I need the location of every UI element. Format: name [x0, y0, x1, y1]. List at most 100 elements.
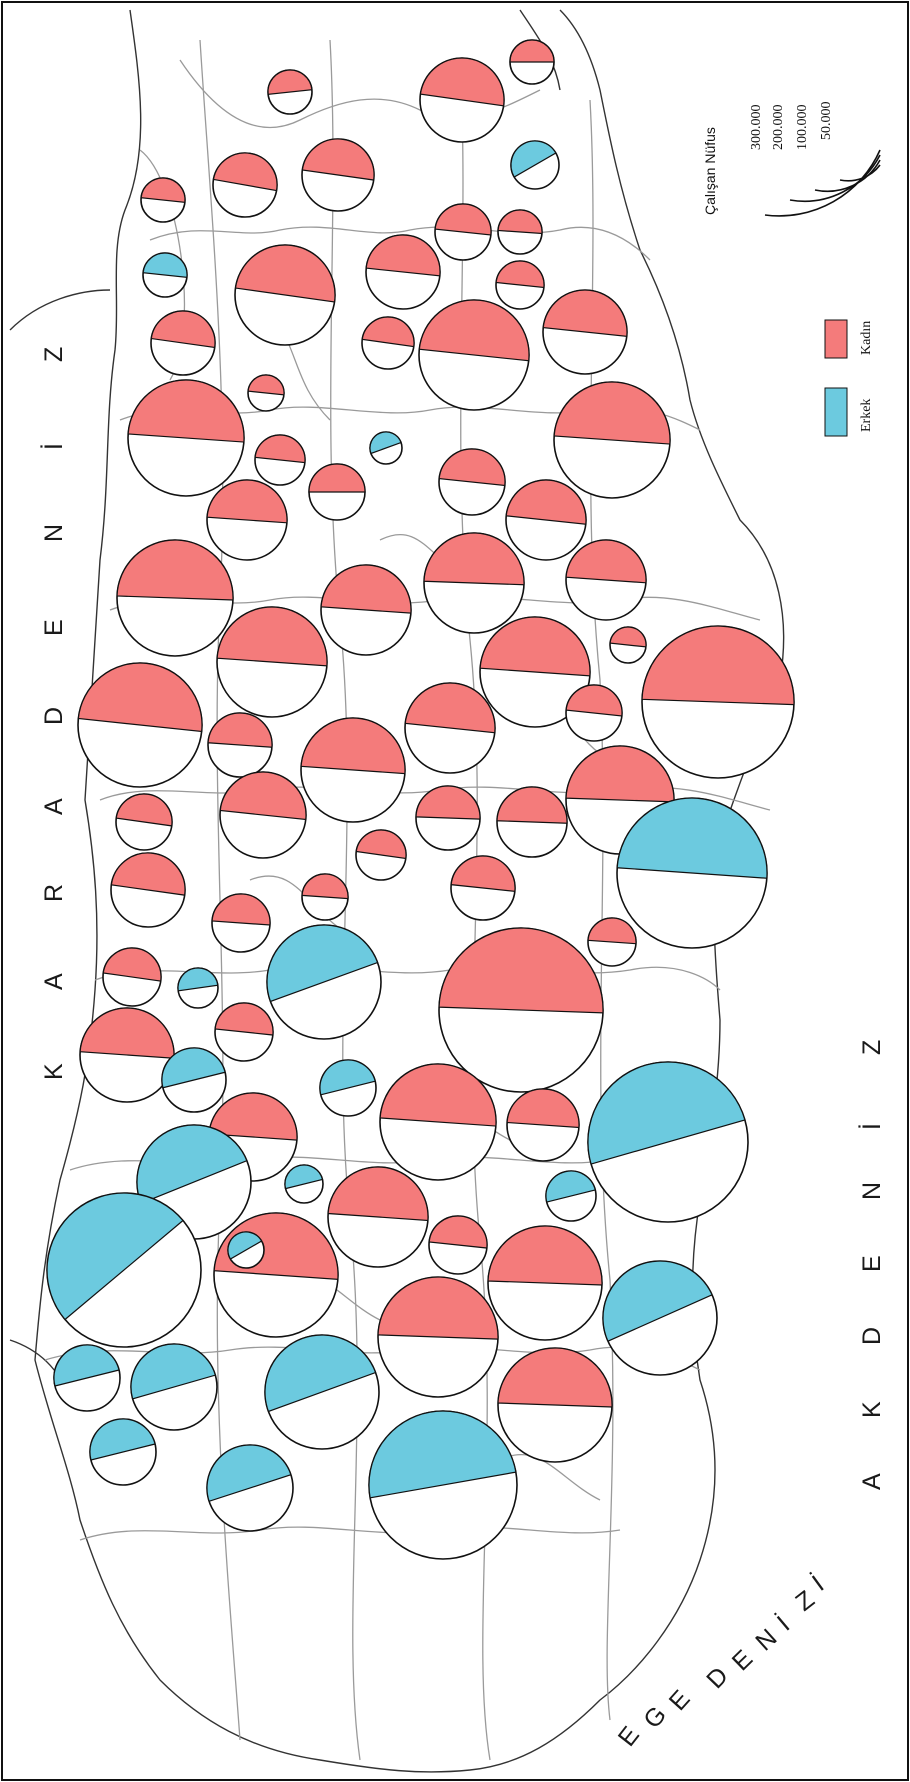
sea-letter: E [858, 1255, 886, 1272]
sea-letter: İ [39, 443, 68, 450]
category-legend: Kadın Erkek [824, 319, 874, 437]
province-pie-kadin-wedge [495, 260, 545, 289]
province-pie-kadin-wedge [208, 1092, 298, 1141]
legend-size-arc-200k [789, 154, 881, 203]
province-pie-kadin-wedge [140, 177, 186, 203]
province-pie-kadin-wedge [110, 852, 186, 896]
province-pie-kadin-wedge [116, 539, 234, 601]
sea-label-black-sea: Z İ N E D A R A K [39, 347, 68, 1080]
province-pie-kadin-wedge [438, 448, 506, 487]
sea-letter: N [40, 524, 68, 542]
legend-size-arc-300k [764, 149, 881, 217]
province-pie-erkek-wedge [206, 1444, 292, 1503]
province-pie-erkek-wedge [46, 1192, 184, 1321]
province-pie-kadin-wedge [419, 57, 505, 107]
province-pie-kadin-wedge [214, 1002, 274, 1036]
province-pie-kadin-wedge [415, 785, 481, 820]
sea-letter: E [40, 619, 68, 636]
province-pie-kadin-wedge [127, 379, 245, 443]
province-pie-kadin-wedge [509, 39, 555, 63]
province-pie-kadin-wedge [450, 855, 516, 893]
province-pie-kadin-wedge [115, 793, 173, 827]
province-pie-kadin-wedge [542, 289, 628, 338]
province-pie-kadin-wedge [327, 1166, 429, 1222]
province-pie-erkek-wedge [266, 924, 379, 1003]
province-pie-kadin-wedge [212, 152, 278, 192]
province-pie-kadin-wedge [102, 947, 162, 982]
province-pie-kadin-wedge [497, 209, 543, 235]
province-pie-kadin-wedge [254, 434, 306, 464]
province-pie-kadin-wedge [320, 564, 412, 614]
sea-label-mediterranean: Z İ N E D K A [857, 1040, 886, 1490]
size-legend: Çalışan Nüfus 300.000 200.000 100.000 50… [702, 102, 881, 217]
sea-letter: A [40, 973, 68, 990]
province-pie-erkek-wedge [89, 1418, 156, 1461]
legend-swatch-kadin [824, 319, 848, 359]
province-pie-erkek-wedge [130, 1343, 217, 1400]
province-pie-kadin-wedge [609, 626, 647, 648]
province-pie-kadin-wedge [553, 381, 671, 445]
province-pie-kadin-wedge [505, 479, 587, 525]
province-pies [46, 39, 795, 1560]
legend-size-label: 50.000 [819, 102, 834, 141]
province-pie-kadin-wedge [361, 316, 415, 348]
sea-letter: K [40, 1063, 68, 1080]
legend-label-kadin: Kadın [859, 321, 874, 355]
province-pie-kadin-wedge [506, 1088, 580, 1129]
legend-title: Çalışan Nüfus [702, 127, 718, 215]
province-pie-kadin-wedge [438, 927, 604, 1014]
province-pie-kadin-wedge [211, 893, 271, 926]
province-pie-erkek-wedge [368, 1410, 517, 1499]
province-pie-erkek-wedge [227, 1231, 263, 1260]
legend-size-arc-50k [839, 164, 881, 182]
province-pie-kadin-wedge [77, 662, 203, 733]
legend-size-label: 300.000 [749, 105, 764, 151]
sea-letter: D [858, 1327, 886, 1345]
legend-label-erkek: Erkek [859, 399, 874, 432]
province-pie-kadin-wedge [219, 771, 307, 821]
province-pie-kadin-wedge [355, 829, 407, 860]
legend-swatch-erkek [824, 387, 848, 437]
sea-letter: Z [858, 1040, 886, 1055]
province-pie-kadin-wedge [247, 374, 285, 396]
province-pie-erkek-wedge [142, 252, 188, 278]
province-pie-erkek-wedge [602, 1260, 713, 1342]
province-pie-kadin-wedge [308, 463, 366, 493]
province-pie-kadin-wedge [234, 244, 336, 303]
province-pie-kadin-wedge [207, 712, 273, 748]
sea-letter: R [40, 884, 68, 902]
province-pie-erkek-wedge [369, 431, 402, 455]
sea-letter: İ [857, 1123, 886, 1130]
province-pie-erkek-wedge [177, 967, 219, 992]
legend-size-arc-100k [814, 159, 881, 193]
province-pie-erkek-wedge [510, 140, 557, 178]
province-pie-erkek-wedge [136, 1124, 248, 1205]
sea-letter: K [858, 1401, 886, 1418]
sea-letter: Z [40, 347, 68, 362]
sea-letter: D [40, 707, 68, 725]
province-pie-kadin-wedge [428, 1215, 488, 1249]
province-pie-kadin-wedge [301, 873, 349, 900]
province-pie-erkek-wedge [545, 1170, 596, 1203]
province-pie-erkek-wedge [264, 1334, 377, 1413]
sea-letter: A [40, 798, 68, 815]
province-pie-kadin-wedge [301, 138, 375, 181]
province-pie-erkek-wedge [319, 1059, 376, 1096]
province-pie-erkek-wedge [587, 1061, 746, 1165]
province-pie-kadin-wedge [565, 684, 623, 717]
province-pie-kadin-wedge [641, 625, 795, 706]
province-pie-kadin-wedge [79, 1007, 175, 1059]
province-pie-kadin-wedge [379, 1063, 497, 1127]
province-pie-kadin-wedge [365, 234, 441, 277]
province-pie-erkek-wedge [53, 1344, 120, 1387]
province-pie-kadin-wedge [267, 69, 313, 95]
province-pie-kadin-wedge [587, 917, 637, 945]
province-pie-kadin-wedge [479, 616, 591, 677]
legend-size-label: 100.000 [795, 105, 810, 151]
province-pie-kadin-wedge [150, 310, 216, 349]
province-pie-erkek-wedge [616, 797, 768, 879]
sea-letter: A [858, 1473, 886, 1490]
province-pie-kadin-wedge [487, 1225, 603, 1286]
